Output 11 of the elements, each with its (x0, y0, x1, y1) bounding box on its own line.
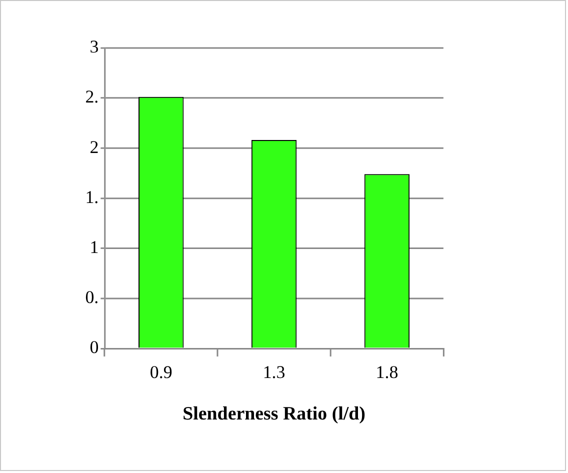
x-tick-label: 1.8 (376, 362, 398, 382)
y-tick-label: 0 (90, 337, 99, 358)
x-tick-label: 0.9 (150, 362, 172, 382)
x-axis-title: Slenderness Ratio (l/d) (182, 404, 366, 425)
y-tick-label: 1. (85, 186, 99, 207)
x-tick-label: 1.3 (262, 362, 286, 382)
y-tick-label: 2 (90, 136, 99, 157)
y-tick-label: 2. (85, 86, 99, 107)
y-tick-label: 3 (90, 36, 99, 57)
y-tick-label: 0. (85, 287, 99, 308)
y-tick-label: 1 (90, 237, 99, 257)
